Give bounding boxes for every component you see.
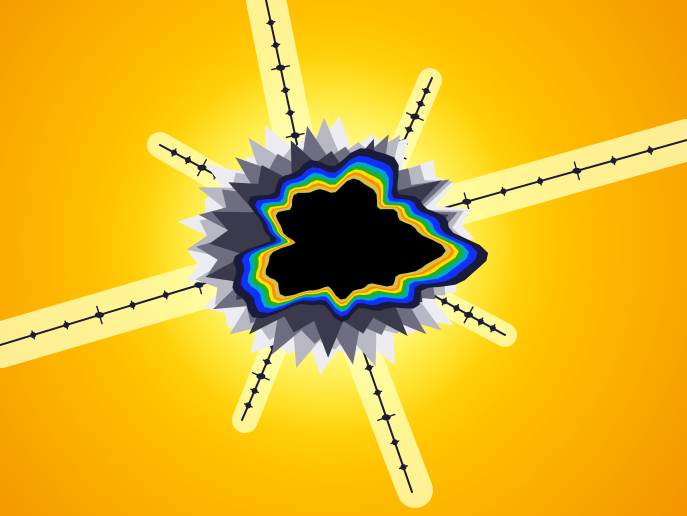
- filament-node: [251, 387, 258, 394]
- filament-node: [477, 318, 484, 325]
- filament-node: [381, 414, 391, 421]
- filament-node: [287, 109, 294, 116]
- filament-node: [129, 302, 136, 308]
- filament-node: [572, 167, 582, 174]
- filament-node: [406, 126, 413, 133]
- filament-node: [162, 292, 169, 298]
- filament-node: [267, 19, 274, 26]
- filament-node: [290, 132, 300, 139]
- filament-node: [489, 325, 496, 332]
- filament-node: [410, 113, 420, 120]
- filament-node: [171, 149, 177, 156]
- color-bands: [232, 148, 489, 323]
- filament-node: [272, 42, 279, 49]
- filament-node: [500, 188, 507, 195]
- filament-line: [429, 139, 687, 213]
- filament-node: [441, 298, 448, 305]
- filament-node: [462, 198, 472, 205]
- filament-node: [197, 164, 207, 171]
- filament-node: [194, 282, 204, 288]
- filament-node: [400, 464, 407, 471]
- filament-node: [366, 364, 373, 371]
- filament-node: [276, 64, 286, 71]
- fractal-core: [265, 178, 446, 300]
- filament-line: [0, 274, 233, 346]
- filament-node: [245, 402, 252, 409]
- filament-node: [610, 157, 617, 164]
- filament-node: [374, 389, 381, 396]
- filament-node: [94, 312, 104, 318]
- filament-node: [647, 147, 654, 154]
- filament-node: [282, 87, 289, 94]
- filament-node: [30, 332, 37, 338]
- filament-node: [417, 100, 424, 107]
- filament-node: [423, 87, 430, 94]
- filament-node: [185, 157, 191, 164]
- filament-node: [264, 358, 271, 365]
- filament-node: [453, 305, 460, 312]
- filament-node: [464, 311, 474, 318]
- filament-node: [63, 322, 70, 328]
- filament-line: [265, 0, 301, 159]
- filament-node: [391, 439, 398, 446]
- filament-node: [256, 373, 266, 380]
- filament-node: [537, 178, 544, 185]
